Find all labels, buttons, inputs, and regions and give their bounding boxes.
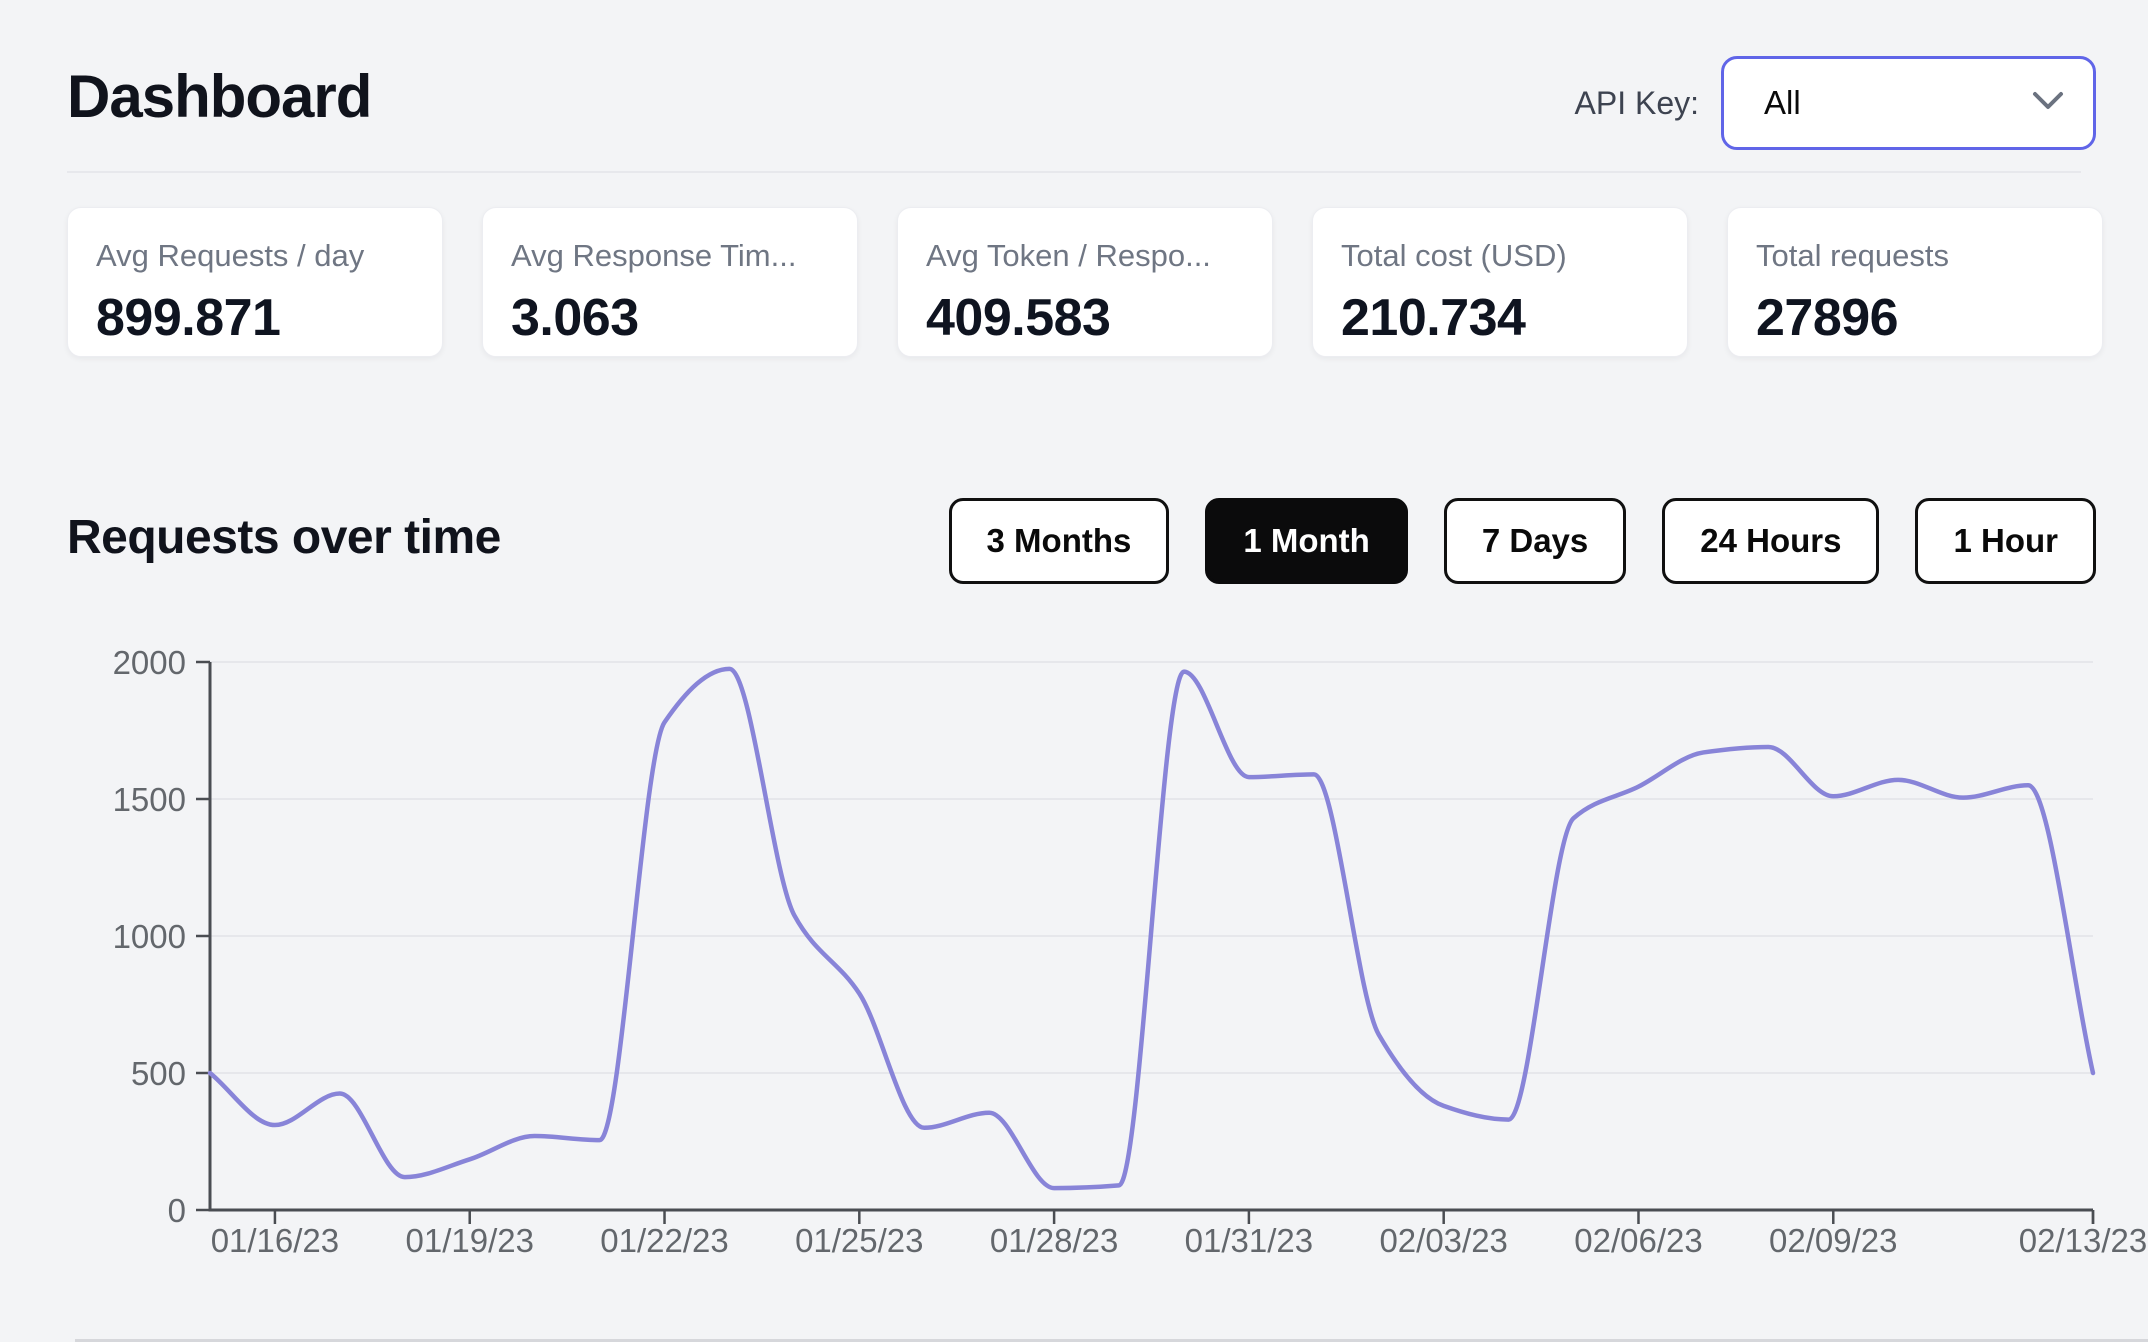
api-key-label: API Key: (1574, 84, 1700, 121)
header-divider (67, 171, 2081, 173)
x-axis-tick-label: 02/03/23 (1379, 1222, 1507, 1259)
stat-card-value: 27896 (1756, 289, 1899, 347)
time-range-button-group: 3 Months 1 Month 7 Days 24 Hours 1 Hour (948, 498, 2096, 584)
stat-card-total-cost: Total cost (USD) 210.734 (1312, 207, 1688, 357)
y-axis-tick-label: 500 (131, 1055, 186, 1092)
stat-card-avg-requests: Avg Requests / day 899.871 (67, 207, 443, 357)
page-title: Dashboard (67, 63, 372, 130)
y-axis-tick-label: 1000 (113, 918, 186, 955)
y-axis-tick-label: 2000 (113, 644, 186, 681)
api-key-selected-value: All (1764, 84, 1801, 121)
y-axis-tick-label: 1500 (113, 781, 186, 818)
api-key-group: API Key: All (1574, 56, 2096, 150)
range-button-24-hours[interactable]: 24 Hours (1662, 498, 1880, 584)
range-button-7-days[interactable]: 7 Days (1443, 498, 1627, 584)
stat-card-avg-token: Avg Token / Respo... 409.583 (897, 207, 1273, 357)
stat-card-label: Total requests (1756, 238, 1949, 273)
y-axis-tick-label: 0 (168, 1192, 186, 1229)
stat-card-label: Avg Token / Respo... (926, 238, 1211, 273)
x-axis-tick-label: 01/19/23 (405, 1222, 533, 1259)
requests-line (207, 666, 2096, 1191)
stat-card-value: 210.734 (1341, 289, 1526, 347)
chevron-down-icon (2031, 90, 2065, 117)
x-axis-tick-label: 01/28/23 (990, 1222, 1118, 1259)
range-button-1-hour[interactable]: 1 Hour (1915, 498, 2096, 584)
api-key-select[interactable]: All (1721, 56, 2096, 150)
stat-card-label: Avg Response Tim... (511, 238, 797, 273)
x-axis-tick-label: 01/31/23 (1185, 1222, 1313, 1259)
stat-card-value: 3.063 (511, 289, 639, 347)
stat-card-value: 409.583 (926, 289, 1111, 347)
stat-card-total-requests: Total requests 27896 (1727, 207, 2103, 357)
stat-card-value: 899.871 (96, 289, 281, 347)
x-axis-tick-label: 01/25/23 (795, 1222, 923, 1259)
stat-card-label: Total cost (USD) (1341, 238, 1567, 273)
x-axis-tick-label: 02/13/23 (2019, 1222, 2147, 1259)
x-axis-tick-label: 02/09/23 (1769, 1222, 1897, 1259)
x-axis-tick-label: 01/22/23 (600, 1222, 728, 1259)
section-title-requests-over-time: Requests over time (67, 511, 501, 564)
bottom-edge-divider (75, 1339, 2148, 1342)
range-button-1-month[interactable]: 1 Month (1205, 498, 1408, 584)
range-button-3-months[interactable]: 3 Months (948, 498, 1170, 584)
stat-card-avg-response-time: Avg Response Tim... 3.063 (482, 207, 858, 357)
stat-card-label: Avg Requests / day (96, 238, 365, 273)
x-axis-tick-label: 01/16/23 (211, 1222, 339, 1259)
x-axis-tick-label: 02/06/23 (1574, 1222, 1702, 1259)
stat-cards-row: Avg Requests / day 899.871 Avg Response … (67, 207, 2103, 357)
